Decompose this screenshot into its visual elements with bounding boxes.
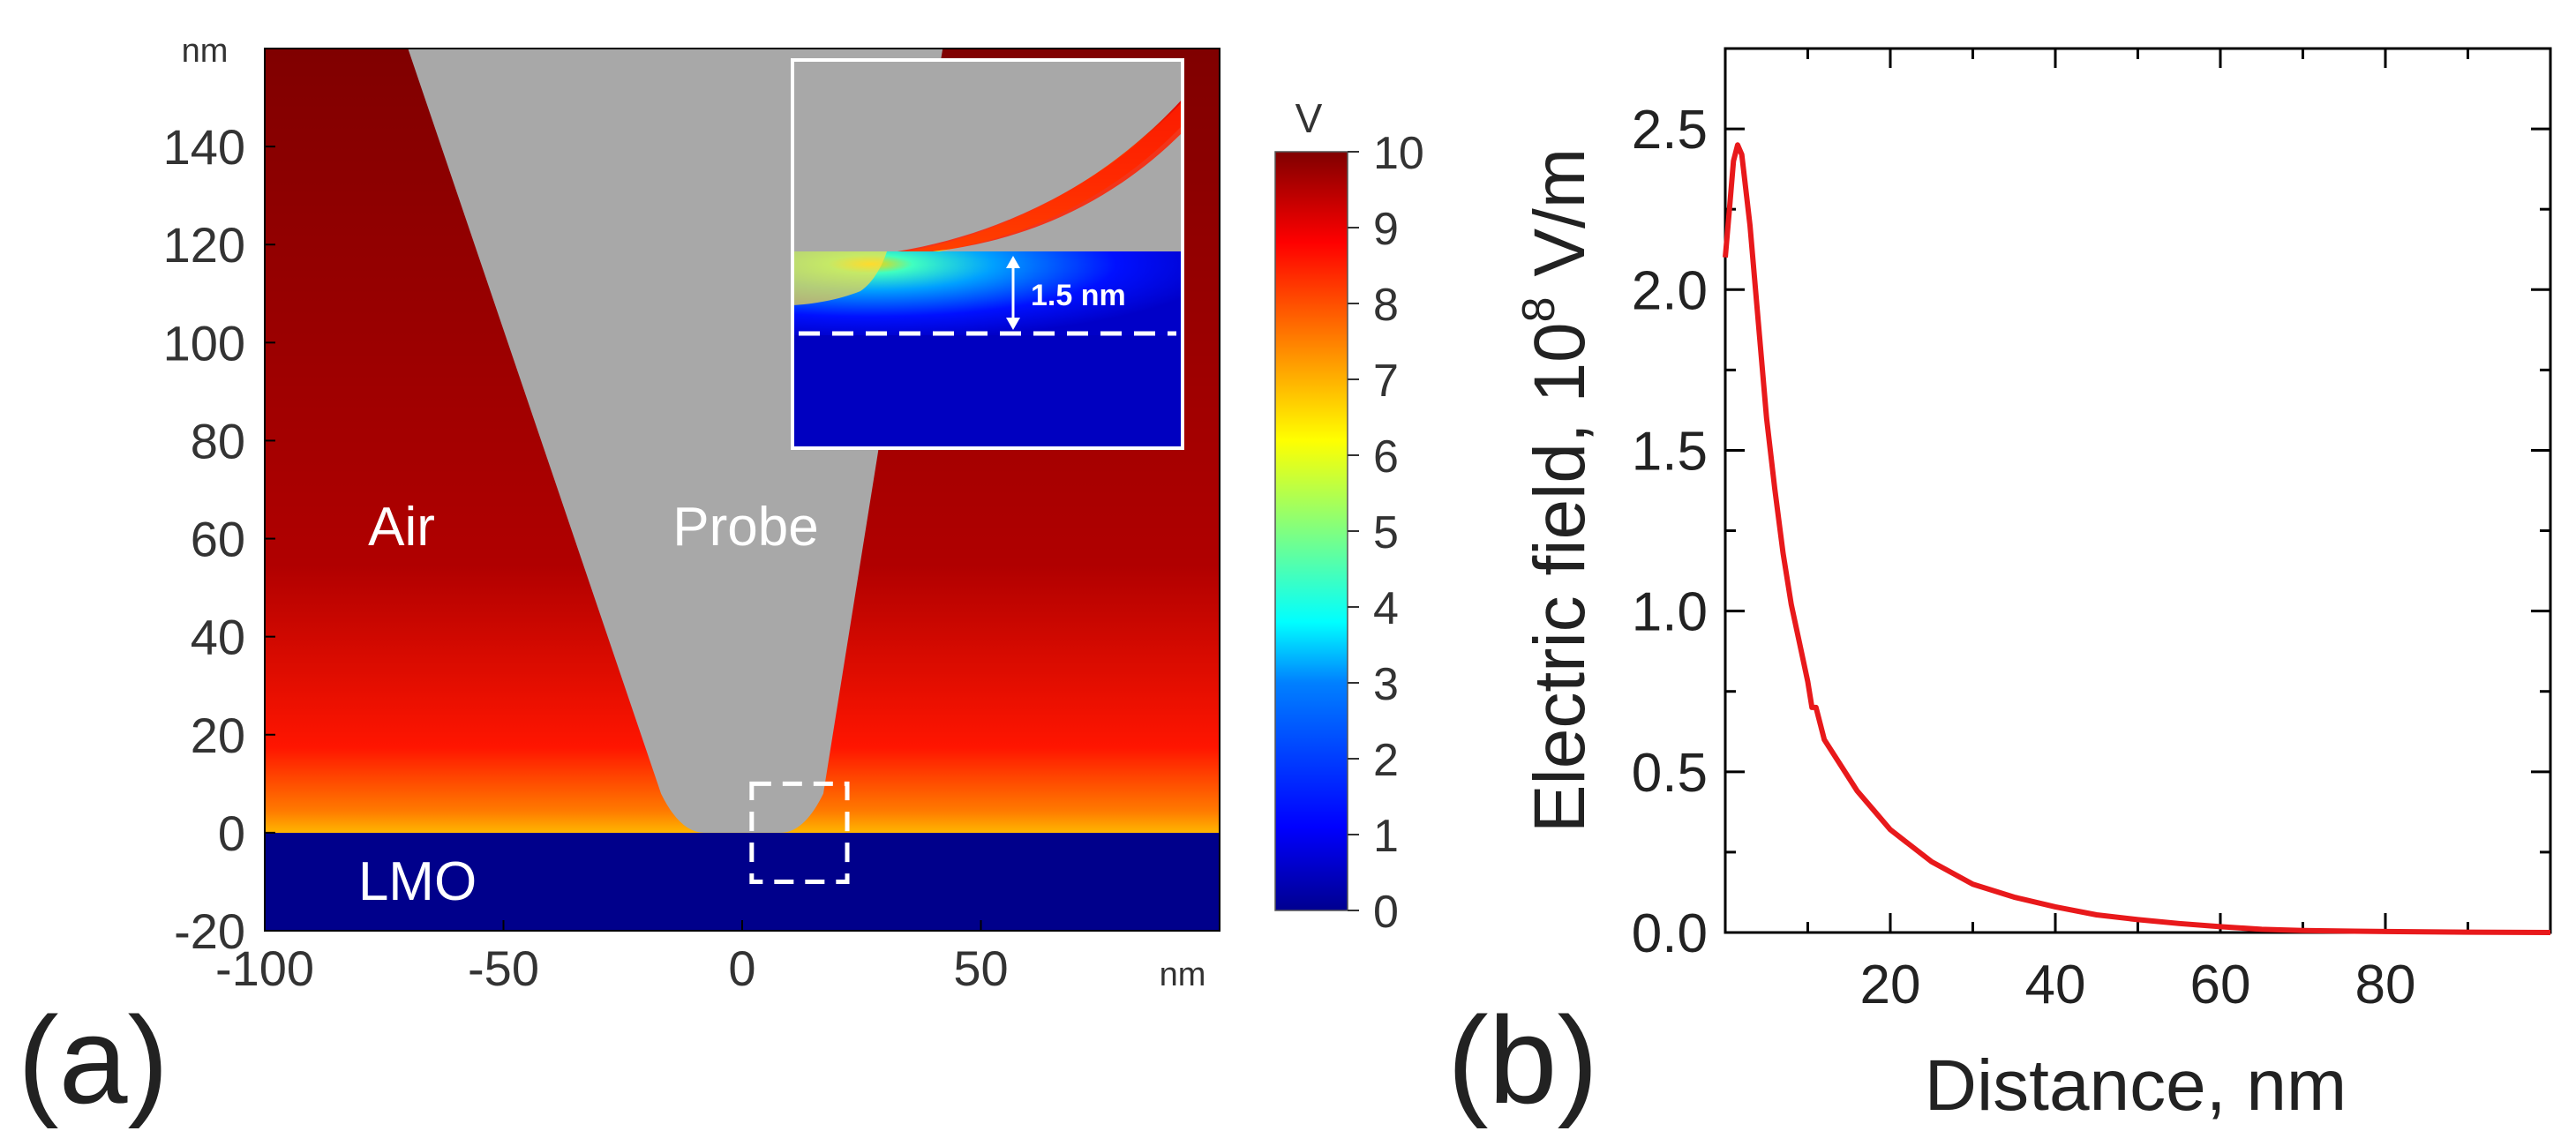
colorbar-tick-label: 6 — [1373, 431, 1399, 483]
colorbar-tick-label: 5 — [1373, 507, 1399, 558]
substrate-label: LMO — [358, 851, 477, 912]
y-tick-label: 1.5 — [1632, 421, 1708, 482]
colorbar-tick-label: 3 — [1373, 659, 1399, 710]
y-tick-label: 0.0 — [1632, 903, 1708, 964]
panel-label-a: (a) — [18, 991, 169, 1129]
y-tick-label: 120 — [163, 217, 245, 273]
y-tick-label: 80 — [191, 413, 245, 468]
y-axis-label: Electric field, 108 V/m — [1513, 148, 1600, 833]
plot-frame — [1724, 47, 2552, 934]
y-tick-label: 40 — [191, 610, 245, 665]
panel-label-b: (b) — [1447, 991, 1598, 1129]
x-tick-label: 20 — [1860, 955, 1921, 1015]
x-tick-label: 50 — [953, 940, 1008, 996]
y-tick-label: 1.0 — [1632, 582, 1708, 643]
colorbar-tick-label: 4 — [1373, 583, 1399, 634]
gap-label: 1.5 nm — [1031, 279, 1126, 312]
x-axis-ticks: 20 40 60 80 — [1806, 49, 2469, 1015]
colorbar-tick-label: 0 — [1373, 887, 1399, 938]
zoom-inset: 1.5 nm — [791, 58, 1184, 450]
colorbar-ticks: 0 1 2 3 4 5 6 7 8 9 10 — [1348, 128, 1424, 938]
x-tick-label: -50 — [468, 940, 539, 996]
x-tick-label: 80 — [2355, 955, 2416, 1015]
colorbar-tick-label: 9 — [1373, 204, 1399, 255]
substrate-region — [265, 833, 1220, 931]
y-tick-label: 2.0 — [1632, 260, 1708, 321]
y-tick-label: 60 — [191, 512, 245, 567]
x-tick-label: 60 — [2190, 955, 2251, 1015]
colorbar-tick-label: 10 — [1373, 128, 1424, 179]
y-tick-label: 100 — [163, 315, 245, 371]
series-line — [1723, 142, 2551, 935]
x-tick-label: -100 — [215, 940, 314, 996]
y-axis-ticks: 0.0 0.5 1.0 1.5 2.0 2.5 — [1632, 100, 2550, 964]
colorbar-tick-label: 7 — [1373, 356, 1399, 407]
x-tick-label: 0 — [728, 940, 755, 996]
y-axis-ticks: -20 0 20 40 60 80 100 120 140 — [163, 119, 275, 959]
air-label: Air — [368, 497, 435, 558]
colorbar-unit: V — [1296, 95, 1323, 141]
field-profile-panel: 20 40 60 80 0.0 0.5 1.0 1.5 2.0 2.5 Distance, nm… — [1447, 47, 2552, 1129]
colorbar-tick-label: 2 — [1373, 735, 1399, 786]
y-tick-label: 2.5 — [1632, 100, 1708, 161]
x-axis-label: Distance, nm — [1925, 1045, 2347, 1126]
y-tick-label: 20 — [191, 708, 245, 763]
x-tick-label: 40 — [2025, 955, 2086, 1015]
y-tick-label: 0.5 — [1632, 743, 1708, 804]
y-tick-label: -20 — [174, 903, 245, 959]
y-tick-label: 140 — [163, 119, 245, 175]
y-axis-unit: nm — [182, 33, 229, 70]
probe-label: Probe — [672, 497, 818, 558]
zoom-box — [749, 781, 850, 884]
x-axis-unit: nm — [1160, 956, 1206, 993]
colorbar-tick-label: 1 — [1373, 811, 1399, 862]
x-axis-ticks: -100 -50 0 50 — [215, 920, 1009, 996]
colorbar: V 0 1 2 3 4 5 6 7 8 9 10 — [1274, 95, 1424, 938]
colorbar-tick-label: 8 — [1373, 280, 1399, 331]
y-tick-label: 0 — [218, 805, 245, 861]
